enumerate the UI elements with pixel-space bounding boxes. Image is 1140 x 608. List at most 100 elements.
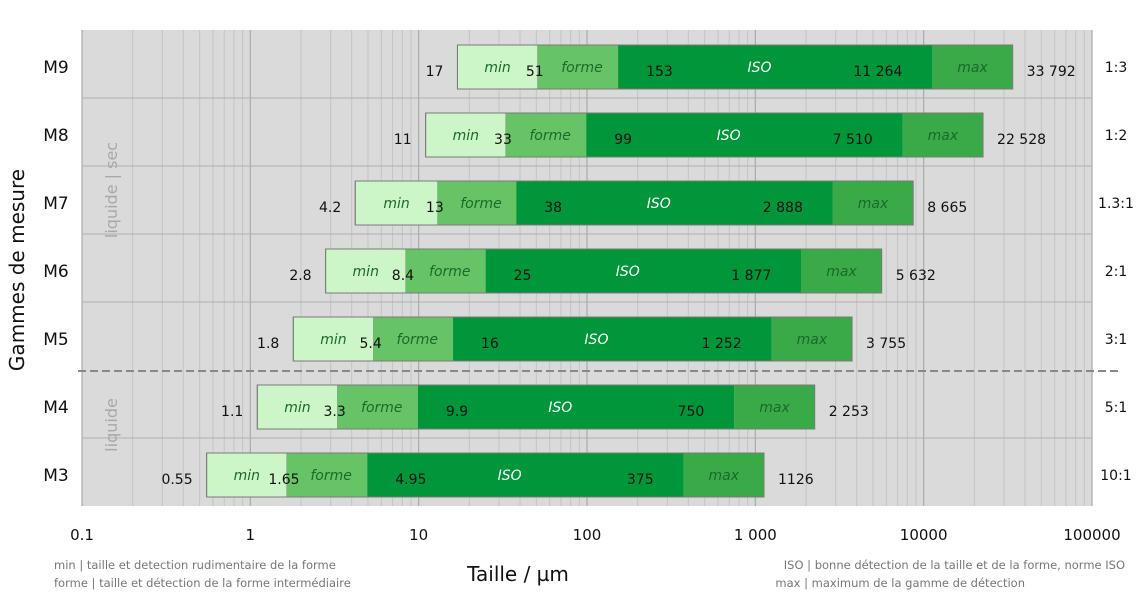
legend-note-min: min | taille et detection rudimentaire d… <box>54 558 336 572</box>
x-tick-label: 10000 <box>900 526 948 544</box>
bar-outline <box>456 44 1014 90</box>
forme-label: forme <box>310 468 352 484</box>
ratio-label-m5: 3:1 <box>1105 332 1128 348</box>
value-label-forme-start: 5.4 <box>359 336 381 352</box>
value-label-iso-start: 38 <box>544 200 562 216</box>
range-label-m6: M6 <box>43 262 68 282</box>
iso-segment <box>367 453 684 497</box>
max-label: max <box>759 400 790 416</box>
range-label-m4: M4 <box>43 398 68 418</box>
value-label-iso-end: 750 <box>678 404 705 420</box>
ratio-label-m4: 5:1 <box>1105 400 1128 416</box>
iso-segment <box>453 317 772 361</box>
y-axis-title: Gammes de mesure <box>5 169 29 371</box>
bar-outline <box>292 316 853 362</box>
range-bar-m8: min forme ISO max 11 33 99 7 510 22 528 <box>394 112 1046 158</box>
forme-label: forme <box>397 332 439 348</box>
forme-segment <box>337 385 418 429</box>
forme-segment <box>505 113 587 157</box>
value-label-forme-start: 13 <box>426 200 444 216</box>
range-label-m3: M3 <box>43 466 68 486</box>
max-label: max <box>858 196 889 212</box>
range-bar-m3: min forme ISO max 0.55 1.65 4.95 375 1126 <box>161 452 814 498</box>
value-label-start: 0.55 <box>161 472 192 488</box>
value-label-iso-end: 11 264 <box>853 64 902 80</box>
ratio-label-m8: 1:2 <box>1105 128 1128 144</box>
range-bar-m6: min forme ISO max 2.8 8.4 25 1 877 5 632 <box>289 248 936 294</box>
iso-label: ISO <box>717 128 741 144</box>
iso-segment <box>586 113 903 157</box>
value-label-end: 1126 <box>778 472 814 488</box>
min-label: min <box>284 400 310 416</box>
value-label-iso-end: 1 252 <box>702 336 742 352</box>
value-label-end: 3 755 <box>866 336 906 352</box>
iso-label: ISO <box>548 400 572 416</box>
forme-label: forme <box>561 60 603 76</box>
value-label-iso-start: 4.95 <box>395 472 426 488</box>
value-label-start: 2.8 <box>289 268 311 284</box>
value-label-start: 17 <box>426 64 444 80</box>
bar-outline <box>325 248 883 294</box>
forme-segment <box>373 317 454 361</box>
range-label-m5: M5 <box>43 330 68 350</box>
ratio-label-m7: 1.3:1 <box>1098 196 1134 212</box>
legend-note-forme: forme | taille et détection de la forme … <box>54 576 351 590</box>
value-label-iso-end: 7 510 <box>833 132 873 148</box>
group-labels: liquide | sec liquide <box>102 142 121 452</box>
group-label-liquide: liquide <box>102 398 121 452</box>
legend-note-iso: ISO | bonne détection de la taille et de… <box>784 558 1125 572</box>
value-label-iso-start: 99 <box>614 132 632 148</box>
min-label: min <box>453 128 479 144</box>
x-tick-label: 100 <box>573 526 602 544</box>
range-label-m7: M7 <box>43 194 68 214</box>
forme-label: forme <box>529 128 571 144</box>
x-tick-label: 10 <box>409 526 428 544</box>
value-label-start: 11 <box>394 132 412 148</box>
value-label-iso-end: 2 888 <box>763 200 803 216</box>
group-label-liquide-sec: liquide | sec <box>102 142 121 238</box>
max-label: max <box>957 60 988 76</box>
value-label-iso-start: 9.9 <box>446 404 468 420</box>
ratio-labels: 1:3 1:2 1.3:1 2:1 3:1 5:1 10:1 <box>1098 60 1134 484</box>
max-segment <box>932 45 1013 89</box>
value-label-start: 1.8 <box>257 336 279 352</box>
iso-segment <box>516 181 833 225</box>
min-label: min <box>234 468 260 484</box>
range-label-m9: M9 <box>43 58 68 78</box>
value-label-start: 1.1 <box>221 404 243 420</box>
x-tick-label: 100000 <box>1063 526 1120 544</box>
value-label-forme-start: 3.3 <box>323 404 345 420</box>
bar-outline <box>256 384 816 430</box>
value-label-end: 22 528 <box>997 132 1046 148</box>
value-label-iso-end: 375 <box>627 472 654 488</box>
x-tick-labels: 0.1 1 10 100 1 000 10000 100000 <box>70 526 1121 544</box>
value-label-iso-start: 25 <box>514 268 532 284</box>
forme-label: forme <box>361 400 403 416</box>
forme-label: forme <box>460 196 502 212</box>
max-segment <box>683 453 765 497</box>
x-tick-label: 1 000 <box>734 526 777 544</box>
legend-note-max: max | maximum de la gamme de détection <box>775 576 1025 590</box>
value-label-iso-end: 1 877 <box>731 268 771 284</box>
iso-label: ISO <box>747 60 771 76</box>
x-axis-title: Taille / µm <box>466 562 569 586</box>
forme-segment <box>405 249 486 293</box>
max-segment <box>832 181 914 225</box>
forme-segment <box>437 181 517 225</box>
x-tick-label: 0.1 <box>70 526 94 544</box>
range-label-m8: M8 <box>43 126 68 146</box>
max-label: max <box>928 128 959 144</box>
value-label-forme-start: 8.4 <box>392 268 414 284</box>
iso-label: ISO <box>498 468 522 484</box>
range-bar-m7: min forme ISO max 4.2 13 38 2 888 8 665 <box>319 180 967 226</box>
max-label: max <box>709 468 740 484</box>
value-label-forme-start: 51 <box>526 64 544 80</box>
max-segment <box>801 249 882 293</box>
value-label-start: 4.2 <box>319 200 341 216</box>
range-bar-m9: min forme ISO max 17 51 153 11 264 33 792 <box>426 44 1076 90</box>
iso-label: ISO <box>647 196 671 212</box>
forme-segment <box>537 45 619 89</box>
value-label-iso-start: 153 <box>646 64 673 80</box>
value-label-iso-start: 16 <box>481 336 499 352</box>
